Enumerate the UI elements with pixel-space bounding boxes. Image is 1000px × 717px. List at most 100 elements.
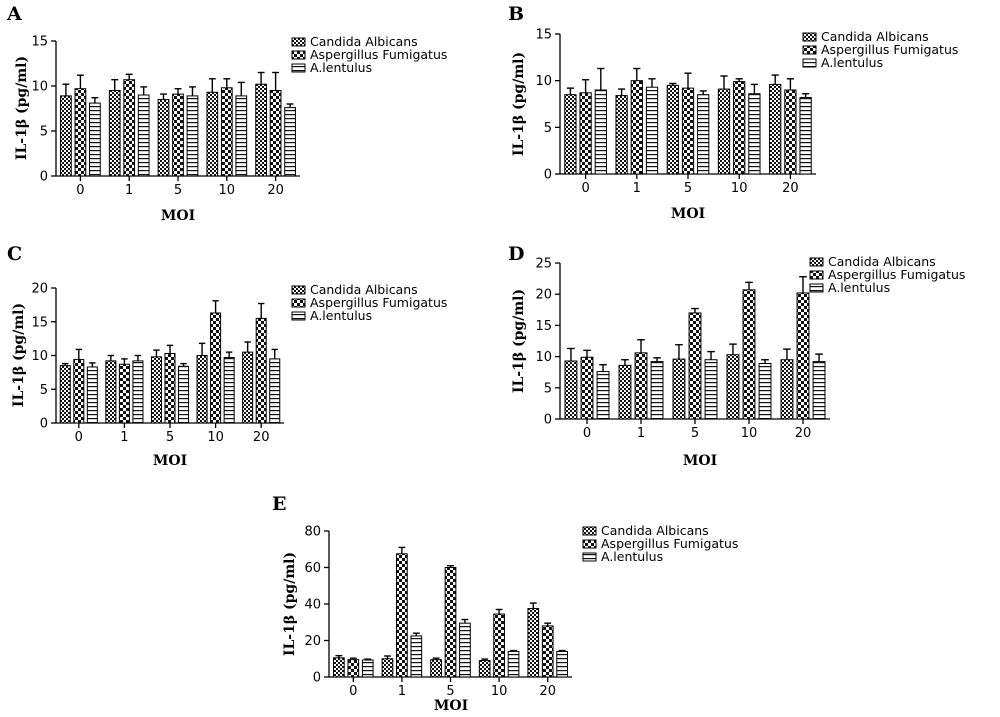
legend-swatch-aspergillus-fumigatus [291, 298, 306, 308]
legend-swatch-a-lentulus [291, 63, 306, 73]
legend-label-candida-albicans: Candida Albicans [821, 29, 929, 44]
y-tick-label: 0 [544, 413, 552, 428]
legend-label-a-lentulus: A.lentulus [310, 60, 372, 75]
bar-a-lentulus-moi-1 [410, 635, 423, 678]
bar-candida-albicans-moi-5 [672, 358, 686, 420]
bar-a-lentulus-moi-0 [89, 102, 101, 177]
bar-a-lentulus-moi-20 [799, 96, 812, 175]
y-tick-label: 0 [40, 170, 48, 185]
y-tick-label: 15 [31, 315, 48, 330]
bar-aspergillus-fumigatus-moi-1 [118, 363, 130, 424]
x-tick-label: 1 [633, 181, 641, 196]
x-tick-label: 0 [581, 181, 589, 196]
bar-candida-albicans-moi-0 [59, 365, 71, 424]
x-tick-label: 0 [76, 183, 84, 198]
bar-a-lentulus-moi-5 [178, 365, 190, 424]
legend-swatch-aspergillus-fumigatus [809, 270, 824, 280]
x-axis-title: MOI [671, 206, 705, 222]
x-tick-label: 20 [267, 183, 284, 198]
bar-aspergillus-fumigatus-moi-10 [210, 312, 222, 424]
bar-candida-albicans-moi-10 [717, 88, 731, 175]
y-tick-label: 20 [535, 288, 552, 303]
bar-a-lentulus-moi-20 [269, 358, 281, 424]
y-tick-label: 0 [313, 671, 321, 686]
x-tick-label: 20 [795, 426, 812, 441]
bar-a-lentulus-moi-5 [186, 95, 199, 177]
panel-letter: E [272, 493, 286, 515]
x-axis-title: MOI [434, 698, 468, 714]
panel-letter: B [508, 3, 524, 25]
bar-aspergillus-fumigatus-moi-5 [688, 312, 702, 420]
y-axis-title: IL-1β (pg/ml) [282, 552, 298, 656]
legend-swatch-a-lentulus [802, 58, 817, 68]
x-tick-label: 5 [691, 426, 699, 441]
legend-label-aspergillus-fumigatus: Aspergillus Fumigatus [310, 47, 447, 62]
bar-aspergillus-fumigatus-moi-10 [733, 81, 746, 175]
bar-candida-albicans-moi-10 [478, 660, 491, 678]
x-tick-label: 10 [741, 426, 758, 441]
bar-aspergillus-fumigatus-moi-10 [220, 87, 233, 177]
bar-candida-albicans-moi-5 [430, 659, 442, 678]
bar-candida-albicans-moi-10 [196, 355, 208, 424]
bar-a-lentulus-moi-10 [235, 95, 248, 177]
x-tick-label: 1 [637, 426, 645, 441]
y-tick-label: 25 [535, 257, 552, 272]
bar-candida-albicans-moi-20 [780, 359, 794, 420]
x-tick-label: 5 [174, 183, 182, 198]
x-tick-label: 10 [491, 684, 508, 699]
bar-a-lentulus-moi-20 [284, 107, 296, 177]
bar-aspergillus-fumigatus-moi-10 [493, 613, 505, 678]
y-axis-title: IL-1β (pg/ml) [511, 289, 527, 393]
bar-candida-albicans-moi-1 [615, 95, 628, 175]
bar-a-lentulus-moi-0 [594, 89, 607, 175]
bar-a-lentulus-moi-10 [758, 362, 772, 420]
x-tick-label: 10 [219, 183, 236, 198]
legend-swatch-aspergillus-fumigatus [802, 45, 817, 55]
legend-swatch-candida-albicans [809, 257, 824, 267]
bar-a-lentulus-moi-0 [86, 366, 98, 424]
bar-a-lentulus-moi-1 [137, 94, 150, 177]
x-tick-label: 20 [253, 430, 270, 445]
bar-a-lentulus-moi-5 [697, 94, 710, 175]
legend-label-a-lentulus: A.lentulus [310, 308, 372, 323]
legend-swatch-aspergillus-fumigatus [582, 539, 597, 549]
bar-a-lentulus-moi-1 [650, 361, 664, 420]
legend-swatch-candida-albicans [802, 32, 817, 42]
bar-a-lentulus-moi-20 [556, 650, 568, 678]
bar-candida-albicans-moi-20 [242, 351, 254, 424]
y-tick-label: 15 [31, 35, 48, 50]
legend-label-candida-albicans: Candida Albicans [828, 254, 936, 269]
y-axis-title: IL-1β (pg/ml) [11, 303, 27, 407]
bar-candida-albicans-moi-10 [726, 354, 740, 420]
bar-candida-albicans-moi-20 [769, 83, 782, 175]
legend-label-aspergillus-fumigatus: Aspergillus Fumigatus [310, 295, 447, 310]
bar-a-lentulus-moi-20 [812, 361, 826, 420]
panel-e: E 0 20 40 60 80 0 1 5 10 20 MOI IL-1β (pg/ml) Candida… [272, 493, 738, 714]
panel-letter: A [6, 3, 22, 25]
x-tick-label: 5 [166, 430, 174, 445]
panel-letter: D [508, 243, 524, 265]
x-tick-label: 1 [398, 684, 406, 699]
bar-a-lentulus-moi-1 [132, 360, 144, 424]
y-tick-label: 80 [304, 525, 321, 540]
legend-swatch-a-lentulus [582, 552, 597, 562]
bar-a-lentulus-moi-10 [748, 93, 761, 175]
x-tick-label: 20 [539, 684, 556, 699]
bar-candida-albicans-moi-10 [206, 91, 219, 177]
y-tick-label: 5 [544, 381, 552, 396]
bar-a-lentulus-moi-5 [459, 622, 471, 678]
x-tick-label: 10 [207, 430, 224, 445]
x-tick-label: 5 [446, 684, 454, 699]
x-axis-title: MOI [683, 453, 717, 469]
bar-candida-albicans-moi-0 [564, 360, 578, 420]
bar-aspergillus-fumigatus-moi-10 [742, 289, 756, 420]
bar-aspergillus-fumigatus-moi-0 [74, 88, 87, 177]
